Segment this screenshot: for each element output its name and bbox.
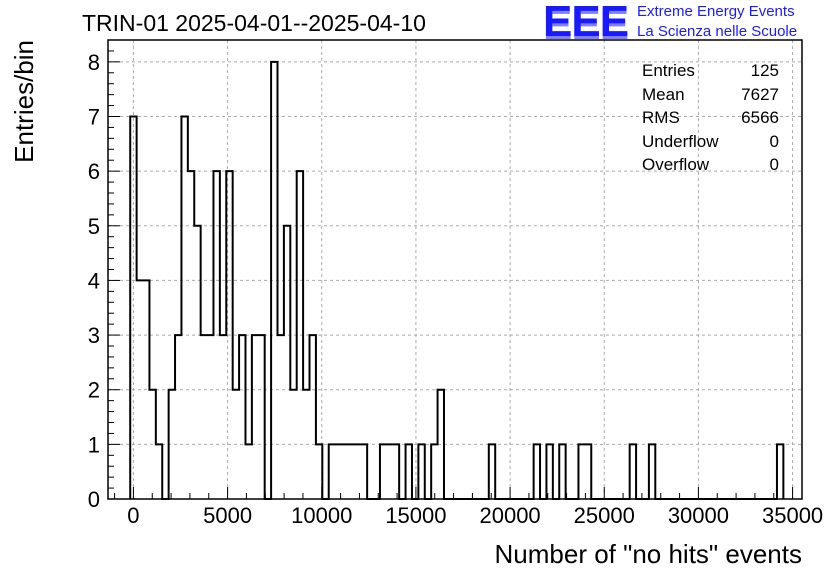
stats-value: 0	[769, 131, 779, 151]
y-tick-label: 7	[88, 105, 100, 130]
stats-value: 125	[750, 61, 779, 80]
stats-row-underflow: Underflow 0	[642, 130, 779, 154]
x-tick-label: 10000	[291, 503, 352, 528]
stats-label: Overflow	[642, 155, 710, 174]
histogram-bin	[386, 444, 392, 499]
histogram-bin	[277, 335, 283, 499]
y-tick-label: 5	[88, 214, 100, 239]
y-axis-ticks: 0 1 2 3 4 5 6 7 8	[88, 39, 120, 512]
histogram-bin	[348, 444, 354, 499]
histogram-bin	[335, 444, 341, 499]
histogram-bin	[201, 335, 207, 499]
stats-value: 6566	[741, 108, 779, 127]
x-tick-label: 20000	[479, 503, 540, 528]
histogram-bin	[354, 444, 360, 499]
histogram-bin	[342, 444, 348, 499]
x-axis-ticks: 0 5000 10000 15000 20000 25000 30000 35000	[114, 487, 823, 528]
stats-label: Underflow	[642, 131, 719, 151]
chart-title: TRIN-01 2025-04-01--2025-04-10	[82, 10, 426, 36]
logo-line-1: Extreme Energy Events	[637, 3, 795, 20]
y-tick-label: 6	[88, 159, 100, 184]
stats-row-mean: Mean 7627	[642, 83, 779, 107]
x-tick-label: 5000	[203, 503, 252, 528]
y-tick-label: 1	[88, 432, 100, 457]
stats-row-entries: Entries 125	[642, 59, 779, 83]
y-axis-label: Entries/bin	[9, 40, 39, 163]
stats-row-overflow: Overflow 0	[642, 153, 779, 177]
x-axis-label: Number of "no hits" events	[495, 539, 803, 569]
eee-logo: EEE	[543, 0, 629, 46]
x-tick-label: 35000	[762, 503, 823, 528]
stats-value: 7627	[741, 84, 779, 104]
histogram-bin	[220, 335, 226, 499]
x-tick-label: 30000	[668, 503, 729, 528]
logo-line-2: La Scienza nelle Scuole	[637, 23, 798, 40]
histogram-bin	[245, 444, 251, 499]
stats-label: Entries	[642, 61, 695, 80]
stats-value: 0	[769, 155, 779, 174]
stats-label: RMS	[642, 108, 680, 127]
stats-row-rms: RMS 6566	[642, 106, 779, 130]
x-tick-label: 25000	[574, 503, 635, 528]
histogram-outline	[129, 60, 785, 500]
stats-box: Entries 125 Mean 7627 RMS 6566 Underflow 0 O…	[642, 59, 779, 177]
y-tick-label: 8	[88, 50, 100, 75]
histogram-bin	[207, 335, 213, 499]
x-tick-label: 0	[127, 503, 139, 528]
y-tick-label: 2	[88, 378, 100, 403]
y-tick-label: 3	[88, 323, 100, 348]
y-tick-label: 0	[88, 487, 100, 512]
stats-label: Mean	[642, 84, 685, 104]
x-tick-label: 15000	[385, 503, 446, 528]
y-tick-label: 4	[88, 268, 100, 293]
